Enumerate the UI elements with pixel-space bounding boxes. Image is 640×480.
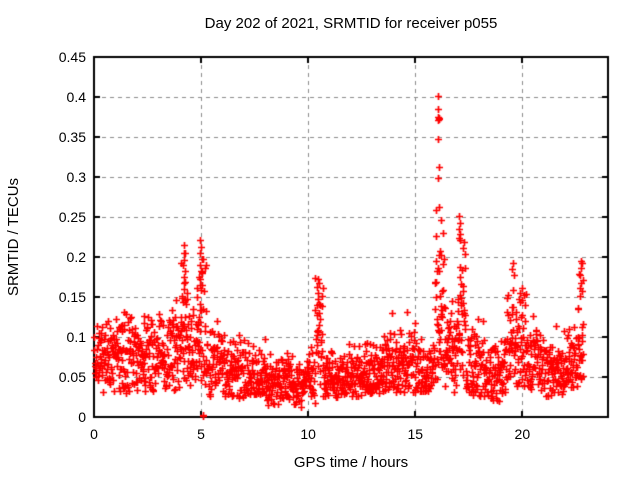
y-tick-label: 0.4 — [66, 89, 86, 105]
chart-title: Day 202 of 2021, SRMTID for receiver p05… — [204, 15, 498, 32]
y-tick-label: 0.1 — [66, 329, 86, 345]
x-tick-label: 15 — [407, 426, 424, 442]
x-tick-label: 10 — [300, 426, 316, 442]
x-axis-label: GPS time / hours — [293, 454, 409, 471]
x-tick-label: 0 — [90, 426, 98, 442]
y-tick-label: 0.3 — [66, 169, 86, 185]
x-tick-label: 20 — [514, 426, 531, 442]
y-tick-label: 0.45 — [58, 49, 86, 65]
y-tick-label: 0.05 — [58, 369, 86, 385]
y-tick-label: 0.15 — [58, 289, 86, 305]
y-axis-label: SRMTID / TECUs — [5, 177, 22, 297]
y-tick-label: 0 — [78, 409, 86, 425]
y-tick-label: 0.25 — [58, 209, 86, 225]
x-tick-label: 5 — [197, 426, 205, 442]
y-tick-label: 0.2 — [66, 249, 86, 265]
y-tick-label: 0.35 — [58, 129, 86, 145]
